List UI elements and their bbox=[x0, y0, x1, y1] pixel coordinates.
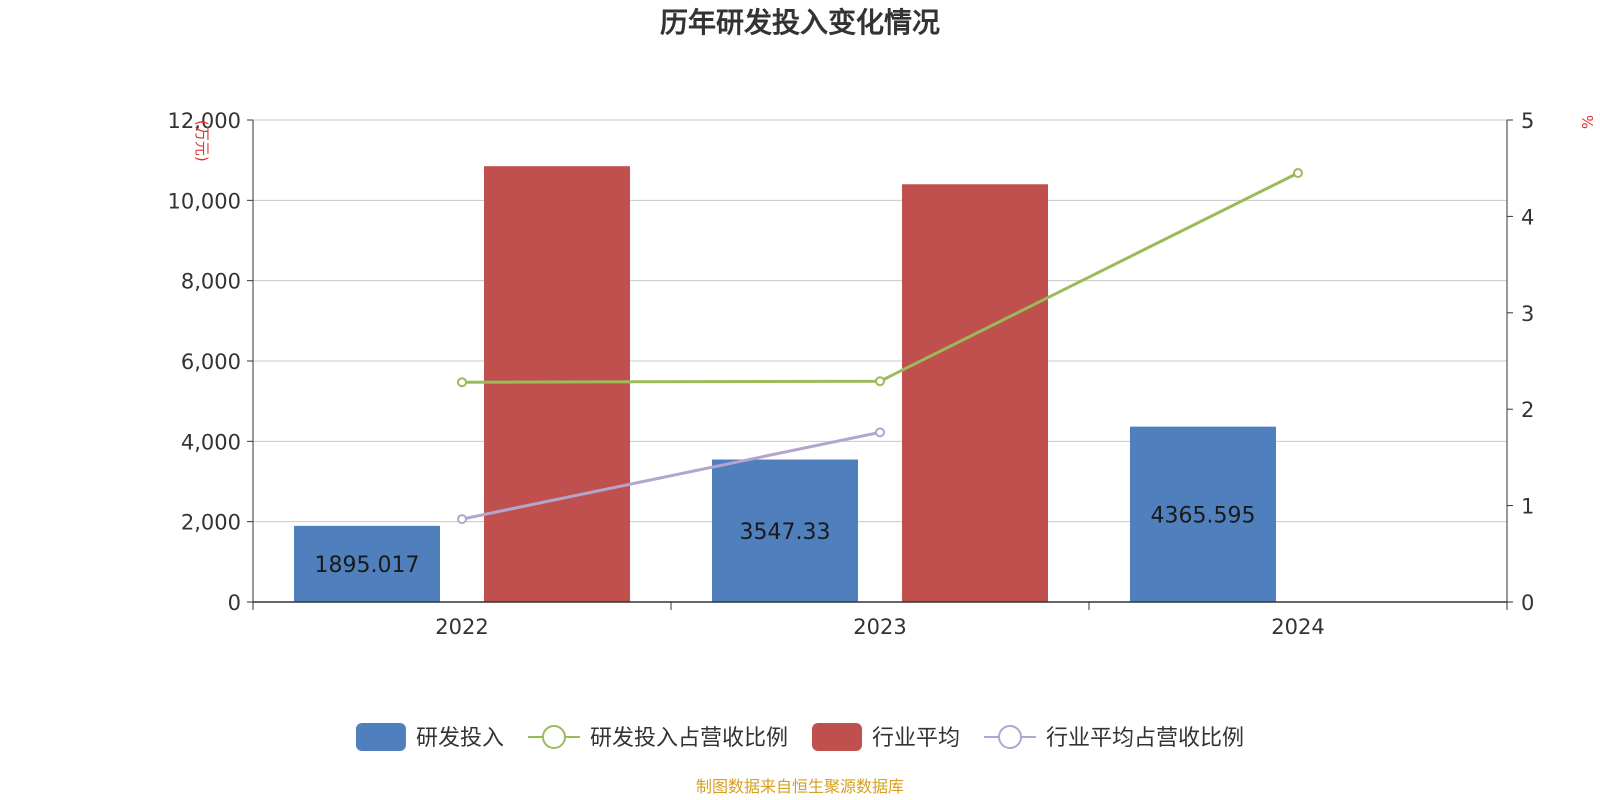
bar-value-label: 3547.33 bbox=[740, 520, 831, 545]
legend-marker-研发投入占营收比例 bbox=[541, 725, 566, 749]
line-point bbox=[875, 376, 885, 387]
line-point bbox=[1293, 168, 1303, 179]
bar-研发投入 bbox=[1130, 426, 1276, 602]
left-axis-tick-label: 8,000 bbox=[181, 270, 241, 294]
bar-研发投入 bbox=[294, 525, 440, 602]
line-point bbox=[457, 377, 467, 388]
x-axis-tick-label: 2023 bbox=[853, 615, 906, 639]
right-axis-tick-label: 4 bbox=[1521, 205, 1534, 229]
right-axis-unit: % bbox=[1579, 115, 1597, 129]
bar-行业平均 bbox=[902, 184, 1048, 602]
right-axis-tick-label: 3 bbox=[1521, 302, 1534, 326]
legend: 研发投入 研发投入占营收比例 行业平均 行业平均占营收比例 bbox=[355, 723, 1244, 751]
bar-marks bbox=[294, 166, 1276, 603]
line-marks bbox=[457, 168, 1303, 525]
bar-value-label: 4365.595 bbox=[1151, 503, 1256, 528]
left-axis-tick-label: 12,000 bbox=[168, 109, 241, 133]
right-axis-tick-label: 5 bbox=[1521, 109, 1534, 133]
right-axis-tick-label: 1 bbox=[1521, 495, 1534, 519]
line-point bbox=[875, 427, 885, 438]
legend-label: 研发投入 bbox=[416, 726, 504, 751]
x-axis-tick-label: 2022 bbox=[435, 615, 488, 639]
left-axis-tick-label: 4,000 bbox=[181, 430, 241, 454]
left-axis-tick-label: 0 bbox=[228, 591, 241, 615]
legend-label: 行业平均占营收比例 bbox=[1046, 726, 1244, 751]
bar-value-label: 1895.017 bbox=[315, 553, 420, 578]
chart-title: 历年研发投入变化情况 bbox=[660, 6, 940, 39]
legend-label: 研发投入占营收比例 bbox=[590, 726, 788, 751]
line-point bbox=[457, 514, 467, 525]
left-axis-tick-label: 6,000 bbox=[181, 350, 241, 374]
legend-swatch-行业平均 bbox=[812, 723, 862, 751]
right-axis-tick-label: 0 bbox=[1521, 591, 1534, 615]
axes: 0 2,000 4,000 6,000 8,000 10,000 12,000 0 1 2 3 4 5 2… bbox=[168, 109, 1535, 639]
right-axis-tick-label: 2 bbox=[1521, 398, 1534, 422]
gridlines bbox=[253, 119, 1507, 523]
bar-行业平均 bbox=[484, 166, 630, 603]
data-labels: 1895.017 3547.33 4365.595 bbox=[315, 503, 1256, 578]
left-axis-tick-label: 10,000 bbox=[168, 189, 241, 213]
left-axis-tick-label: 2,000 bbox=[181, 511, 241, 535]
legend-marker-行业平均占营收比例 bbox=[998, 725, 1023, 749]
line-行业平均占营收比例 bbox=[461, 430, 881, 521]
bar-研发投入 bbox=[712, 459, 858, 602]
x-axis-tick-label: 2024 bbox=[1271, 615, 1324, 639]
legend-label: 行业平均 bbox=[872, 726, 960, 751]
source-note: 制图数据来自恒生聚源数据库 bbox=[696, 777, 904, 796]
legend-swatch-研发投入 bbox=[355, 723, 406, 751]
left-axis-unit: (万元) bbox=[193, 120, 211, 162]
